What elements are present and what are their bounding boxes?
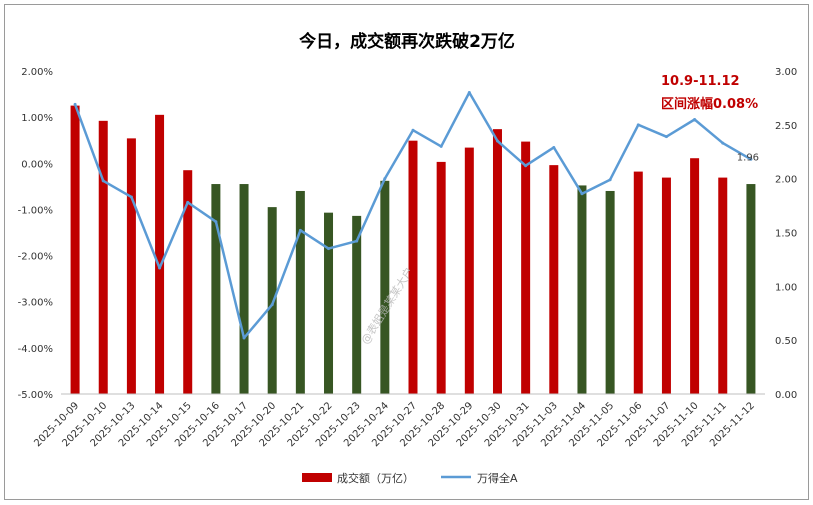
bar bbox=[239, 184, 249, 394]
chart-frame: 今日，成交额再次跌破2万亿 10.9-11.12 区间涨幅0.08% 2.00%… bbox=[4, 4, 809, 500]
line-point bbox=[214, 220, 218, 224]
x-axis: 2025-10-092025-10-102025-10-132025-10-14… bbox=[32, 393, 765, 449]
line-point bbox=[355, 239, 359, 243]
line-point bbox=[327, 247, 331, 251]
line-point bbox=[439, 144, 443, 148]
bar bbox=[70, 105, 80, 394]
legend-swatch-bar bbox=[302, 473, 332, 482]
annotation-date-range: 10.9-11.12 bbox=[661, 74, 740, 89]
bar bbox=[605, 190, 615, 394]
bar bbox=[492, 129, 502, 394]
bar bbox=[324, 212, 334, 394]
legend-label-line: 万得全A bbox=[477, 471, 518, 485]
bar bbox=[295, 190, 305, 394]
bar bbox=[267, 207, 277, 394]
right-tick-label: 2.00 bbox=[775, 175, 797, 186]
bar bbox=[352, 215, 362, 394]
range-annotation: 10.9-11.12 区间涨幅0.08% bbox=[661, 74, 758, 112]
right-tick-label: 1.50 bbox=[775, 229, 797, 240]
right-tick-label: 3.00 bbox=[775, 67, 797, 78]
line-point bbox=[467, 91, 471, 95]
bar bbox=[690, 158, 700, 394]
bar bbox=[633, 171, 643, 394]
left-tick-label: 2.00% bbox=[21, 67, 53, 78]
left-tick-label: -1.00% bbox=[18, 205, 53, 216]
left-tick-label: -2.00% bbox=[18, 252, 53, 263]
chart-title: 今日，成交额再次跌破2万亿 bbox=[299, 31, 515, 52]
line-end-label: 1.96 bbox=[737, 152, 759, 163]
line-point bbox=[270, 303, 274, 307]
bar bbox=[126, 138, 136, 394]
left-axis: 2.00% 1.00% 0.00% -1.00% -2.00% -3.00% -4.00% -… bbox=[18, 67, 53, 401]
bar bbox=[408, 140, 418, 394]
right-tick-label: 1.00 bbox=[775, 282, 797, 293]
line-point bbox=[411, 128, 415, 132]
line-point bbox=[186, 200, 190, 204]
bar bbox=[98, 120, 108, 394]
bar bbox=[549, 165, 559, 394]
line-point bbox=[495, 139, 499, 143]
bar bbox=[183, 170, 193, 394]
line-point bbox=[129, 195, 133, 199]
line-point bbox=[158, 266, 162, 270]
right-tick-label: 0.00 bbox=[775, 390, 797, 401]
bar bbox=[577, 185, 587, 394]
bar bbox=[464, 147, 474, 394]
left-tick-label: -3.00% bbox=[18, 298, 53, 309]
legend-label-bar: 成交额（万亿） bbox=[337, 471, 414, 485]
bar bbox=[718, 177, 728, 394]
left-tick-label: -5.00% bbox=[18, 390, 53, 401]
line-point bbox=[580, 192, 584, 196]
bar bbox=[380, 180, 390, 394]
line-point bbox=[242, 336, 246, 340]
right-tick-label: 2.50 bbox=[775, 121, 797, 132]
bar bbox=[521, 141, 531, 394]
legend: 成交额（万亿） 万得全A bbox=[302, 471, 518, 485]
bar bbox=[661, 177, 671, 394]
line-point bbox=[383, 177, 387, 181]
chart-canvas: 今日，成交额再次跌破2万亿 10.9-11.12 区间涨幅0.08% 2.00%… bbox=[18, 31, 798, 485]
left-tick-label: 0.00% bbox=[21, 159, 53, 170]
line-point bbox=[73, 102, 77, 106]
right-tick-label: 0.50 bbox=[775, 336, 797, 347]
line-point bbox=[298, 228, 302, 232]
left-tick-label: 1.00% bbox=[21, 113, 53, 124]
bar-series bbox=[70, 105, 756, 394]
bar bbox=[211, 184, 221, 394]
bar bbox=[746, 184, 756, 394]
line-point bbox=[101, 179, 105, 183]
line-point bbox=[664, 135, 668, 139]
line-point bbox=[608, 178, 612, 182]
line-point bbox=[524, 164, 528, 168]
bar bbox=[436, 161, 446, 394]
annotation-range-change: 区间涨幅0.08% bbox=[661, 96, 758, 112]
line-point bbox=[552, 145, 556, 149]
line-series: 1.96 bbox=[73, 91, 759, 340]
bar bbox=[155, 114, 165, 394]
right-axis: 3.00 2.50 2.00 1.50 1.00 0.50 0.00 bbox=[775, 67, 797, 401]
line-point bbox=[693, 117, 697, 121]
line-point bbox=[636, 123, 640, 127]
line-point bbox=[749, 157, 753, 161]
line-point bbox=[721, 141, 725, 145]
left-tick-label: -4.00% bbox=[18, 344, 53, 355]
